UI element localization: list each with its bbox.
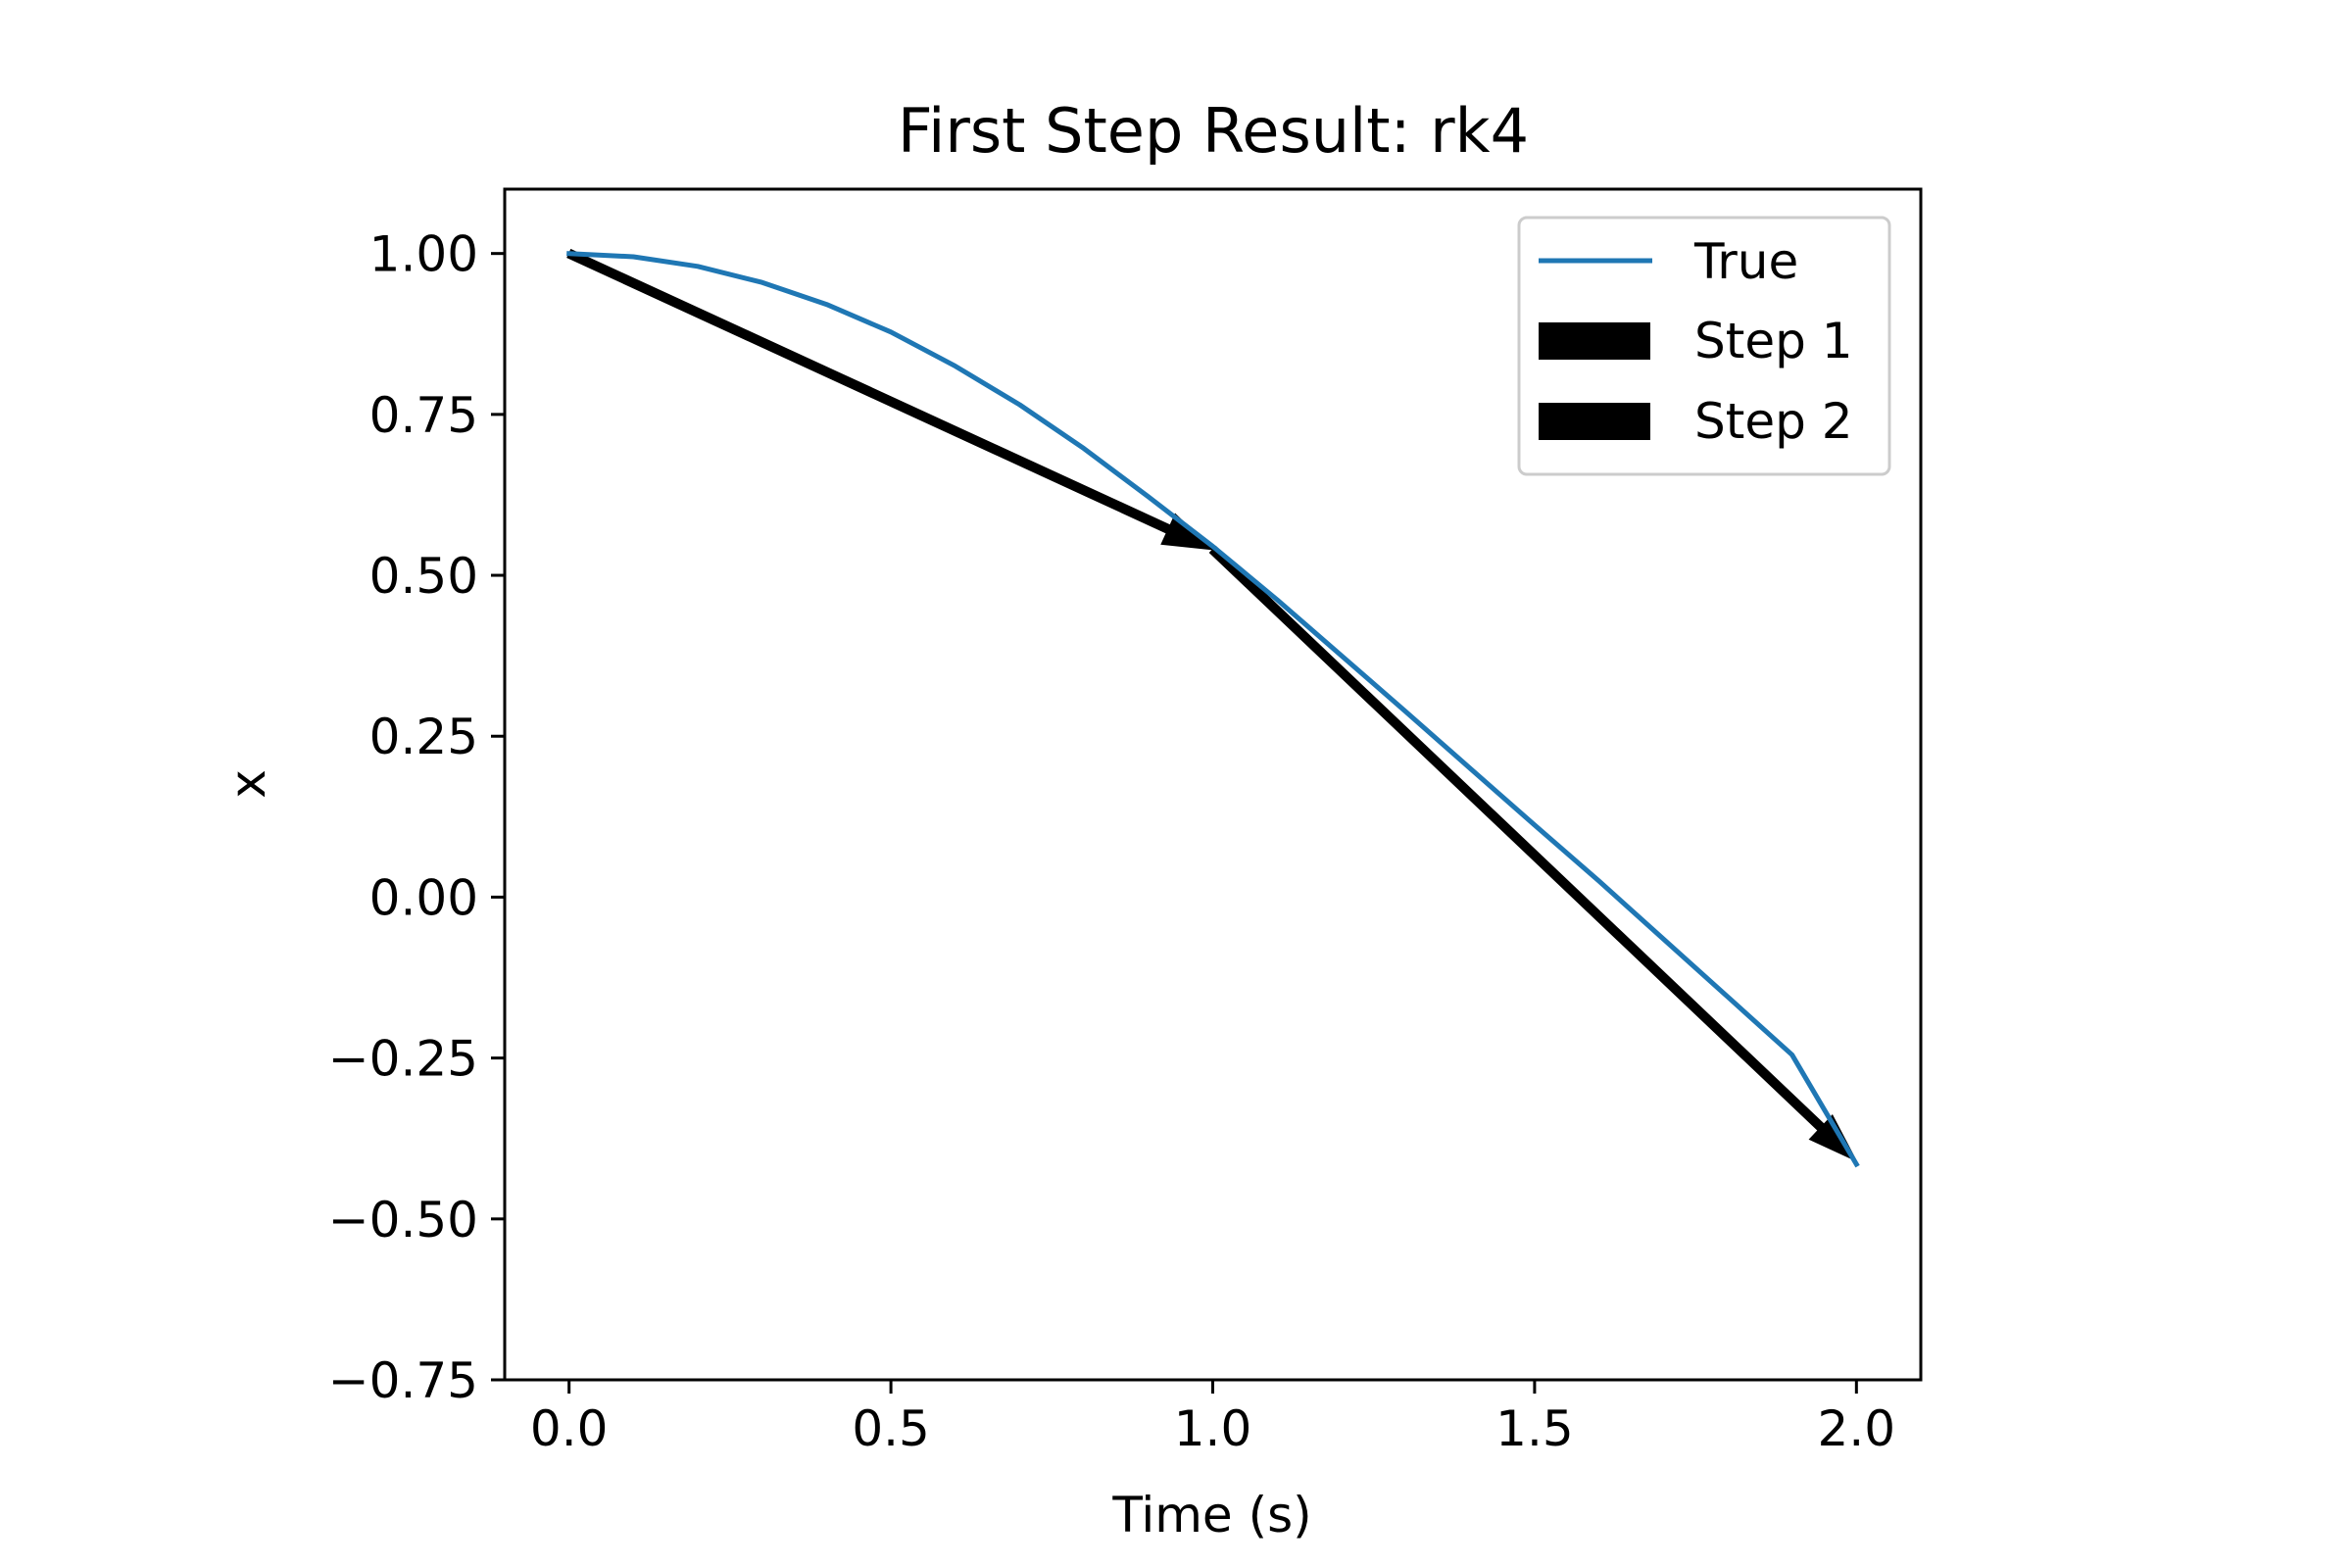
true-series-line bbox=[566, 251, 1860, 1168]
legend-label-true: True bbox=[1693, 233, 1798, 290]
y-tick-label: 0.25 bbox=[369, 709, 478, 765]
legend-swatch-step-2 bbox=[1539, 403, 1650, 440]
x-axis: 0.0 0.5 1.0 1.5 2.0 bbox=[530, 1380, 1895, 1457]
y-tick-label: −0.75 bbox=[328, 1352, 478, 1409]
x-axis-label: Time (s) bbox=[1111, 1487, 1311, 1544]
x-tick-label: 2.0 bbox=[1818, 1400, 1896, 1457]
y-tick-label: 1.00 bbox=[369, 226, 478, 283]
y-axis: 1.00 0.75 0.50 0.25 0.00 −0.25 −0.50 −0.75 bbox=[328, 226, 505, 1409]
y-tick-label: 0.00 bbox=[369, 869, 478, 926]
y-tick-label: 0.75 bbox=[369, 387, 478, 444]
step-1-arrow bbox=[566, 248, 1214, 551]
y-tick-label: −0.25 bbox=[328, 1031, 478, 1088]
x-tick-label: 0.5 bbox=[852, 1400, 930, 1457]
x-tick-label: 1.5 bbox=[1495, 1400, 1574, 1457]
plot-area bbox=[566, 248, 1860, 1168]
step-2-arrow bbox=[1208, 545, 1858, 1162]
chart-title: First Step Result: rk4 bbox=[898, 95, 1529, 167]
legend-label-step-1: Step 1 bbox=[1694, 313, 1853, 369]
legend: True Step 1 Step 2 bbox=[1517, 216, 1891, 476]
legend-swatch-step-1 bbox=[1539, 322, 1650, 360]
y-axis-label: x bbox=[220, 769, 276, 799]
x-tick-label: 1.0 bbox=[1174, 1400, 1252, 1457]
x-tick-label: 0.0 bbox=[530, 1400, 609, 1457]
legend-label-step-2: Step 2 bbox=[1694, 393, 1853, 450]
y-tick-label: 0.50 bbox=[369, 548, 478, 605]
y-tick-label: −0.50 bbox=[328, 1192, 478, 1249]
